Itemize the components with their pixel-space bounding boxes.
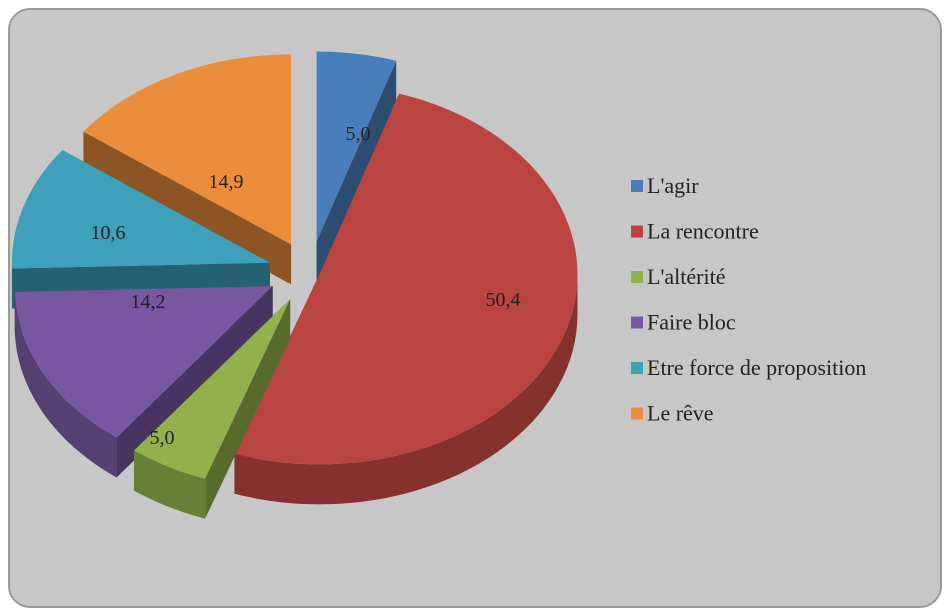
data-label-2: 50,4 (486, 289, 521, 311)
legend-item-5: Etre force de proposition (631, 355, 866, 380)
legend-swatch (631, 180, 643, 192)
pie-slice-1 (316, 51, 397, 282)
legend-label: Le rêve (647, 401, 714, 426)
legend-label: Faire bloc (647, 310, 736, 335)
pie-chart: 5,0 50,4 5,0 14,2 10,6 14,9 L'agir La rencontr… (11, 51, 866, 519)
legend-item-3: L'altérité (631, 264, 725, 289)
legend-label: L'agir (647, 173, 699, 198)
pie-slice-3 (134, 299, 291, 519)
data-label-1: 5,0 (346, 123, 371, 145)
legend-item-2: La rencontre (631, 219, 759, 244)
legend-label: Etre force de proposition (647, 355, 866, 380)
legend-swatch (631, 362, 643, 374)
pie-slice-2 (234, 93, 578, 505)
data-labels: 5,0 50,4 5,0 14,2 10,6 14,9 (91, 123, 521, 449)
legend-item-1: L'agir (631, 173, 699, 198)
legend-swatch (631, 271, 643, 283)
data-label-3: 5,0 (150, 427, 175, 449)
legend-label: L'altérité (647, 264, 725, 289)
legend-label: La rencontre (647, 219, 759, 244)
pie-slices (11, 51, 578, 519)
pie-slice-4 (14, 286, 273, 478)
legend: L'agir La rencontre L'altérité Faire bloc Et… (631, 173, 866, 426)
legend-swatch (631, 225, 643, 238)
legend-item-6: Le rêve (631, 401, 714, 426)
legend-swatch (631, 316, 643, 329)
data-label-5: 10,6 (91, 222, 126, 244)
legend-item-4: Faire bloc (631, 310, 736, 335)
legend-swatch (631, 407, 643, 420)
data-label-6: 14,9 (209, 171, 244, 193)
data-label-4: 14,2 (131, 291, 166, 313)
